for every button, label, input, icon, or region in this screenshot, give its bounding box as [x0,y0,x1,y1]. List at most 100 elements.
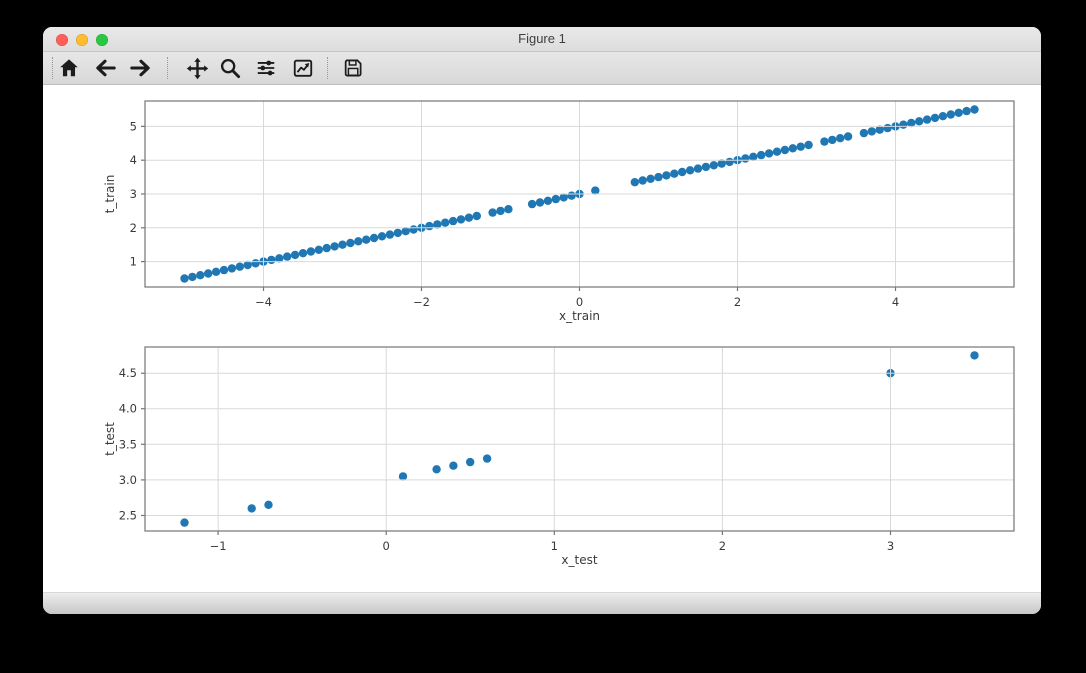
window-titlebar[interactable]: Figure 1 [43,27,1041,52]
scatter-point [204,269,213,278]
forward-button[interactable] [126,54,156,82]
scatter-point [796,142,805,151]
scatter-point [180,274,189,283]
scatter-point [354,237,363,246]
scatter-point [709,161,718,170]
y-tick-label: 2 [130,221,137,235]
scatter-point [567,191,576,200]
scatter-point [907,118,916,128]
scatter-point [551,194,560,204]
scatter-point [662,171,671,180]
scatter-point [196,271,205,280]
scatter-point [362,235,371,244]
scatter-point [247,504,256,513]
scatter-point [946,110,955,119]
scatter-point [488,208,497,217]
forward-arrow-icon [130,59,150,77]
scatter-point [757,150,766,160]
y-axis-label: t_train [103,175,117,214]
x-tick-label: 0 [383,539,390,553]
scatter-point [970,351,979,360]
scatter-point [559,193,568,202]
scatter-point [741,154,750,163]
scatter-point [954,108,963,117]
scatter-point [701,162,711,172]
scatter-point [449,461,458,470]
x-tick-label: 0 [576,295,583,309]
toolbar-separator [167,57,168,79]
x-tick-label: −2 [413,295,430,309]
scatter-point [535,198,545,207]
scatter-point [346,238,355,248]
pan-button[interactable] [182,54,212,82]
scatter-point [804,140,813,150]
scatter-point [219,265,229,275]
scatter-point [432,465,441,474]
figure-toolbar [43,52,1041,85]
close-button[interactable] [56,34,68,46]
scatter-point [377,232,387,241]
axes-1: −4 −2 0 2 4 1 2 3 4 5 x_train t_train [103,100,1015,323]
x-tick-label: 3 [887,539,894,553]
y-tick-label: 5 [130,119,137,133]
scatter-point [322,243,331,253]
minimize-button[interactable] [76,34,88,46]
scatter-point [638,176,647,185]
scatter-point [283,252,292,261]
configure-subplots-button[interactable] [251,54,281,82]
scatter-point [385,230,395,239]
scatter-point [915,117,924,126]
axes-2: −1 0 1 2 3 2.5 3.0 3.5 4.0 4.5 x_test t_test [103,346,1015,567]
scatter-point [859,128,869,138]
scatter-point [188,272,197,282]
x-axis-label: x_test [561,553,597,567]
scatter-point [591,186,600,195]
scatter-point [962,106,971,116]
scatter-point [290,250,300,260]
scatter-point [764,149,774,158]
scatter-point [938,112,948,121]
scatter-point [264,500,273,509]
scatter-point [275,254,284,263]
scatter-point [749,152,758,161]
scatter-point [496,206,505,216]
scatter-point [393,228,402,238]
axes-spines [144,346,1015,532]
y-axis-label: t_test [103,422,117,456]
line-chart-icon [293,59,313,77]
scatter-point [685,166,695,175]
scatter-point [670,169,679,178]
scatter-point [630,178,639,187]
scatter-point [398,472,408,481]
toolbar-separator [327,57,328,79]
scatter-point [820,137,829,146]
x-tick-label: −1 [210,539,227,553]
y-tick-label: 1 [130,255,137,269]
scatter-point [788,144,797,153]
pan-move-icon [186,57,208,79]
maximize-button[interactable] [96,34,108,46]
y-tick-label: 3.5 [119,437,137,451]
scatter-point [369,233,379,243]
back-arrow-icon [96,59,116,77]
scatter-point [298,249,308,258]
scatter-point [678,167,687,177]
x-tick-label: −4 [255,295,272,309]
scatter-point [504,205,513,214]
home-button[interactable] [54,54,84,82]
zoom-rect-button[interactable] [215,54,245,82]
zoom-magnifier-icon [220,58,241,79]
scatter-point [654,172,663,182]
scatter-point [267,255,276,265]
scatter-point [330,242,339,251]
scatter-point [717,159,726,168]
scatter-point [409,225,418,234]
y-tick-label: 4 [130,153,137,167]
save-button[interactable] [338,54,368,82]
sliders-icon [257,60,275,76]
x-tick-label: 4 [892,295,899,309]
edit-axes-button[interactable] [288,54,318,82]
back-button[interactable] [90,54,120,82]
scatter-point [180,518,189,527]
figure-canvas[interactable]: −4 −2 0 2 4 1 2 3 4 5 x_train t_train −1 0 1 2 3 2.5 3.0 3.… [43,85,1041,592]
